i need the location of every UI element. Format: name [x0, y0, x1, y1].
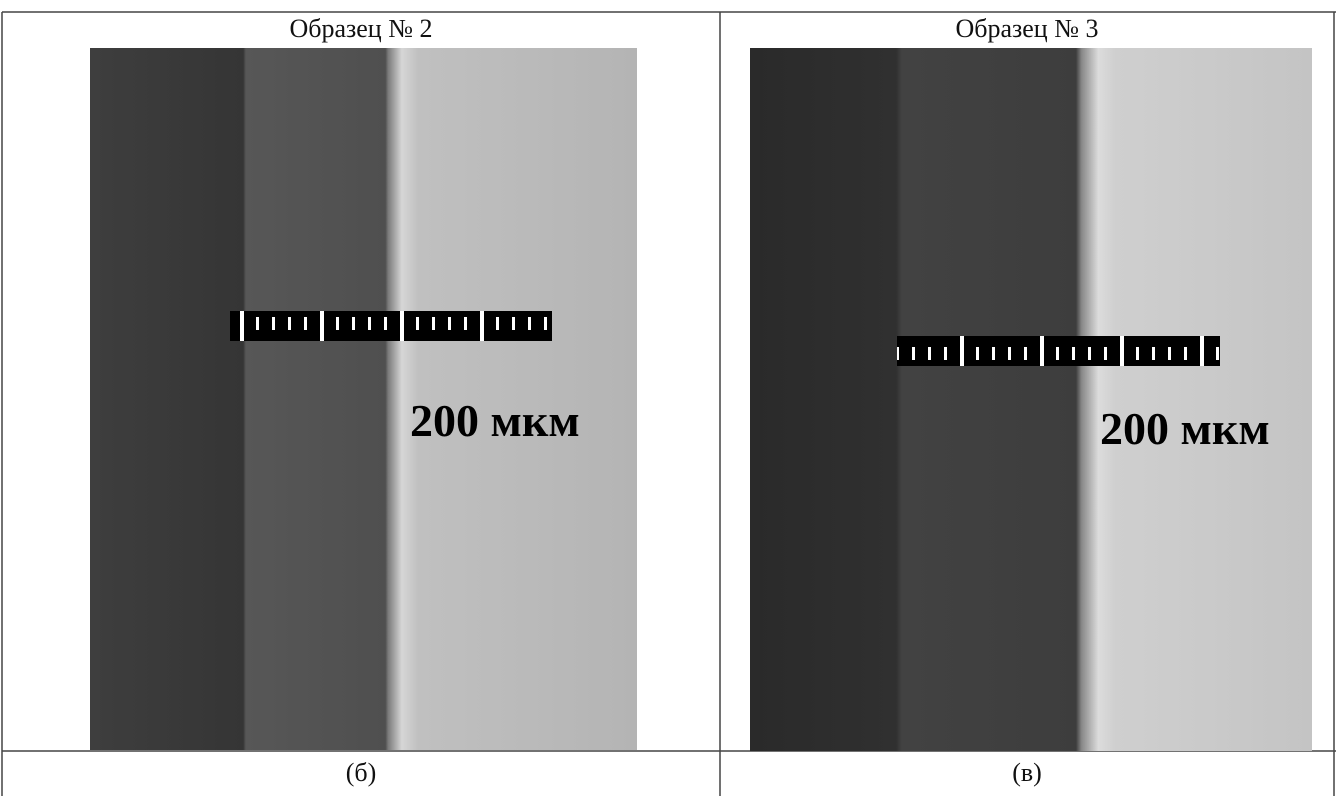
header-cell: Образец № 2 — [2, 14, 720, 44]
header-cell: Образец № 3 — [720, 14, 1334, 44]
scale-label: 200 мкм — [1100, 402, 1270, 455]
page: Образец № 2 Образец № 3 200 мкм 200 мкм … — [0, 0, 1336, 796]
scale-bar — [897, 336, 1220, 366]
caption: (в) — [720, 758, 1334, 788]
scale-label: 200 мкм — [410, 394, 580, 447]
micrograph — [750, 48, 1312, 751]
scale-bar — [230, 311, 552, 341]
figure-table — [0, 0, 1336, 796]
caption: (б) — [2, 758, 720, 788]
